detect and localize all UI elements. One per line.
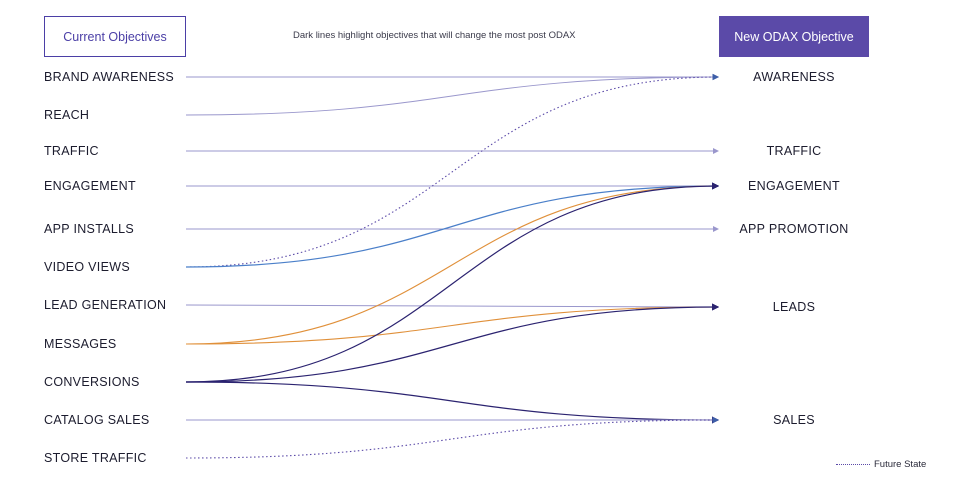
source-traffic: TRAFFIC [44, 144, 99, 158]
target-engagement: ENGAGEMENT [748, 179, 840, 193]
source-conversions: CONVERSIONS [44, 375, 140, 389]
source-messages: MESSAGES [44, 337, 117, 351]
source-store-traffic: STORE TRAFFIC [44, 451, 147, 465]
source-lead-generation: LEAD GENERATION [44, 298, 167, 312]
link-reach-to-awareness [185, 74, 719, 116]
future-state-swatch [836, 464, 870, 465]
target-traffic: TRAFFIC [766, 144, 822, 158]
future-state-label: Future State [874, 459, 927, 470]
current-objectives-header: Current Objectives [44, 16, 186, 57]
link-video-views-to-engagement [185, 182, 720, 268]
current-objectives-label: Current Objectives [63, 29, 167, 44]
source-brand-awareness: BRAND AWARENESS [44, 70, 174, 84]
source-reach: REACH [44, 108, 90, 122]
link-store-traffic-to-sales [185, 416, 720, 459]
link-conversions-to-sales [185, 381, 720, 424]
target-app-promotion: APP PROMOTION [739, 222, 849, 236]
target-awareness: AWARENESS [753, 70, 835, 84]
link-conversions-to-leads [185, 303, 720, 383]
source-video-views: VIDEO VIEWS [44, 260, 130, 274]
link-video-views-to-awareness [185, 73, 720, 268]
new-odax-objective-header: New ODAX Objective [719, 16, 869, 57]
link-conversions-to-engagement [185, 182, 720, 383]
target-sales: SALES [773, 413, 815, 427]
source-engagement: ENGAGEMENT [44, 179, 136, 193]
legend: Future State [836, 459, 926, 470]
diagram-note: Dark lines highlight objectives that wil… [293, 30, 576, 41]
new-odax-objective-label: New ODAX Objective [734, 29, 854, 44]
link-lead-generation-to-leads [185, 303, 719, 310]
source-catalog-sales: CATALOG SALES [44, 413, 150, 427]
link-messages-to-engagement [185, 182, 720, 345]
source-app-installs: APP INSTALLS [44, 222, 134, 236]
link-messages-to-leads [185, 303, 720, 345]
target-leads: LEADS [772, 300, 816, 314]
